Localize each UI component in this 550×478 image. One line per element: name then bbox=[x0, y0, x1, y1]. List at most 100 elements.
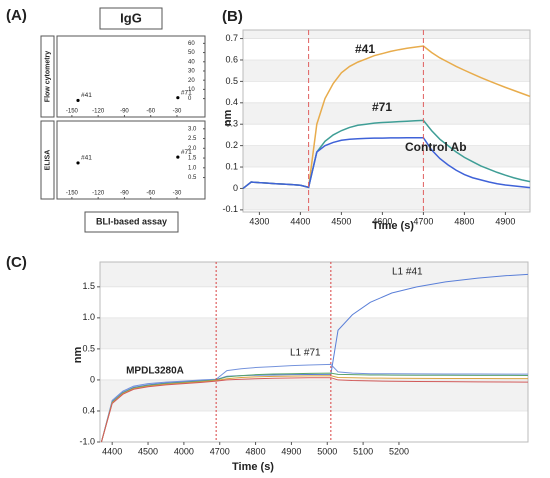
x-tick-label: -60 bbox=[146, 109, 155, 115]
y-tick-label: 0 bbox=[233, 183, 238, 193]
y-label-box bbox=[40, 120, 55, 200]
y-tick-label: 50 bbox=[188, 50, 195, 56]
y-axis-label: Flow cytometry bbox=[44, 51, 51, 102]
grid-band bbox=[243, 59, 530, 82]
point-label: #41 bbox=[81, 155, 92, 162]
grid-band bbox=[100, 262, 528, 287]
y-tick-label: 0.5 bbox=[188, 175, 197, 181]
series-line bbox=[100, 375, 529, 443]
series-line bbox=[242, 136, 531, 190]
x-tick-label: -120 bbox=[92, 109, 105, 115]
plot-frame bbox=[56, 120, 206, 200]
y-label-box bbox=[40, 35, 55, 118]
y-tick-label: 0.2 bbox=[225, 140, 238, 150]
y-tick-label: 0.5 bbox=[82, 343, 95, 353]
x-tick-label: 4900 bbox=[495, 216, 515, 226]
plot-frame bbox=[56, 35, 206, 118]
plot-frame bbox=[99, 261, 529, 443]
y-tick-label: -0.1 bbox=[222, 204, 238, 214]
y-tick-label: 3.0 bbox=[188, 126, 197, 132]
series-label: L1 #71 bbox=[290, 348, 321, 359]
x-tick-label: 4700 bbox=[210, 446, 230, 456]
x-tick-label: 5100 bbox=[353, 446, 373, 456]
x-tick-label: 4900 bbox=[281, 446, 301, 456]
title-box bbox=[99, 7, 163, 30]
x-tick-label: -90 bbox=[120, 109, 129, 115]
y-tick-label: 1.5 bbox=[188, 156, 197, 162]
series-line bbox=[100, 363, 529, 443]
y-tick-label: 1.5 bbox=[82, 281, 95, 291]
series-label: #41 bbox=[355, 42, 375, 56]
y-tick-label: 0.4 bbox=[82, 405, 95, 415]
x-tick-label: -30 bbox=[173, 109, 182, 115]
y-tick-label: 0 bbox=[188, 96, 192, 102]
x-tick-label: 4600 bbox=[372, 216, 392, 226]
y-tick-label: 60 bbox=[188, 41, 195, 47]
y-tick-label: 0.5 bbox=[225, 76, 238, 86]
point bbox=[76, 98, 80, 103]
plot-frame bbox=[242, 29, 531, 213]
x-tick-label: 4800 bbox=[246, 446, 266, 456]
chart-title: IgG bbox=[120, 10, 142, 25]
x-axis-label: Time (s) bbox=[232, 461, 274, 473]
grid-band bbox=[100, 317, 528, 349]
grid-band bbox=[243, 145, 530, 168]
series-label: #71 bbox=[372, 100, 392, 114]
x-tick-label: -120 bbox=[92, 191, 105, 197]
y-tick-label: 2.0 bbox=[188, 146, 197, 152]
point bbox=[176, 155, 180, 159]
point-label: #41 bbox=[81, 92, 92, 99]
y-axis-label: ELISA bbox=[44, 150, 51, 171]
series-line bbox=[100, 372, 529, 443]
y-tick-label: 0.3 bbox=[225, 119, 238, 129]
x-tick-label: -150 bbox=[66, 109, 79, 115]
x-tick-label: 5200 bbox=[389, 446, 409, 456]
x-tick-label: 4000 bbox=[174, 446, 194, 456]
series-label: L1 #41 bbox=[392, 267, 423, 278]
x-tick-label: 4400 bbox=[102, 446, 122, 456]
grid-band bbox=[243, 30, 530, 39]
y-axis-label: nm bbox=[72, 347, 84, 364]
y-tick-label: 1.0 bbox=[188, 165, 197, 171]
grid-band bbox=[243, 102, 530, 125]
y-tick-label: -1.0 bbox=[79, 436, 95, 446]
annotation: MPDL3280A bbox=[126, 366, 184, 377]
y-axis-label: nm bbox=[222, 110, 234, 127]
x-tick-label: 4500 bbox=[138, 446, 158, 456]
x-tick-label: 4700 bbox=[413, 216, 433, 226]
y-tick-label: 0 bbox=[90, 374, 95, 384]
y-tick-label: 0.7 bbox=[225, 33, 238, 43]
x-axis-label: BLI-based assay bbox=[96, 216, 167, 226]
y-tick-label: 20 bbox=[188, 78, 195, 84]
point-label: #71 bbox=[181, 149, 192, 156]
series-line bbox=[100, 273, 529, 443]
point bbox=[176, 96, 180, 100]
panel-label: (A) bbox=[6, 7, 27, 24]
x-axis-label: Time (s) bbox=[372, 220, 414, 232]
panel-label: (C) bbox=[6, 254, 27, 271]
grid-band bbox=[100, 379, 528, 411]
y-tick-label: 2.5 bbox=[188, 136, 197, 142]
x-tick-label: 4300 bbox=[249, 216, 269, 226]
x-tick-label: 4800 bbox=[454, 216, 474, 226]
x-label-box bbox=[84, 211, 179, 233]
x-tick-label: -30 bbox=[173, 191, 182, 197]
series-line bbox=[100, 377, 529, 443]
y-tick-label: 0.6 bbox=[225, 54, 238, 64]
y-tick-label: 0.4 bbox=[225, 97, 238, 107]
x-tick-label: -90 bbox=[120, 191, 129, 197]
y-tick-label: 0.1 bbox=[225, 161, 238, 171]
y-tick-label: 1.0 bbox=[82, 312, 95, 322]
y-tick-label: 10 bbox=[188, 87, 195, 93]
y-tick-label: 30 bbox=[188, 69, 195, 75]
x-tick-label: 4500 bbox=[331, 216, 351, 226]
panel-label: (B) bbox=[222, 8, 243, 25]
x-tick-label: -60 bbox=[146, 191, 155, 197]
y-tick-label: 40 bbox=[188, 59, 195, 65]
point bbox=[76, 161, 80, 165]
point-label: #71 bbox=[181, 89, 192, 96]
x-tick-label: 5000 bbox=[317, 446, 337, 456]
x-tick-label: 4400 bbox=[290, 216, 310, 226]
grid-band bbox=[243, 188, 530, 210]
